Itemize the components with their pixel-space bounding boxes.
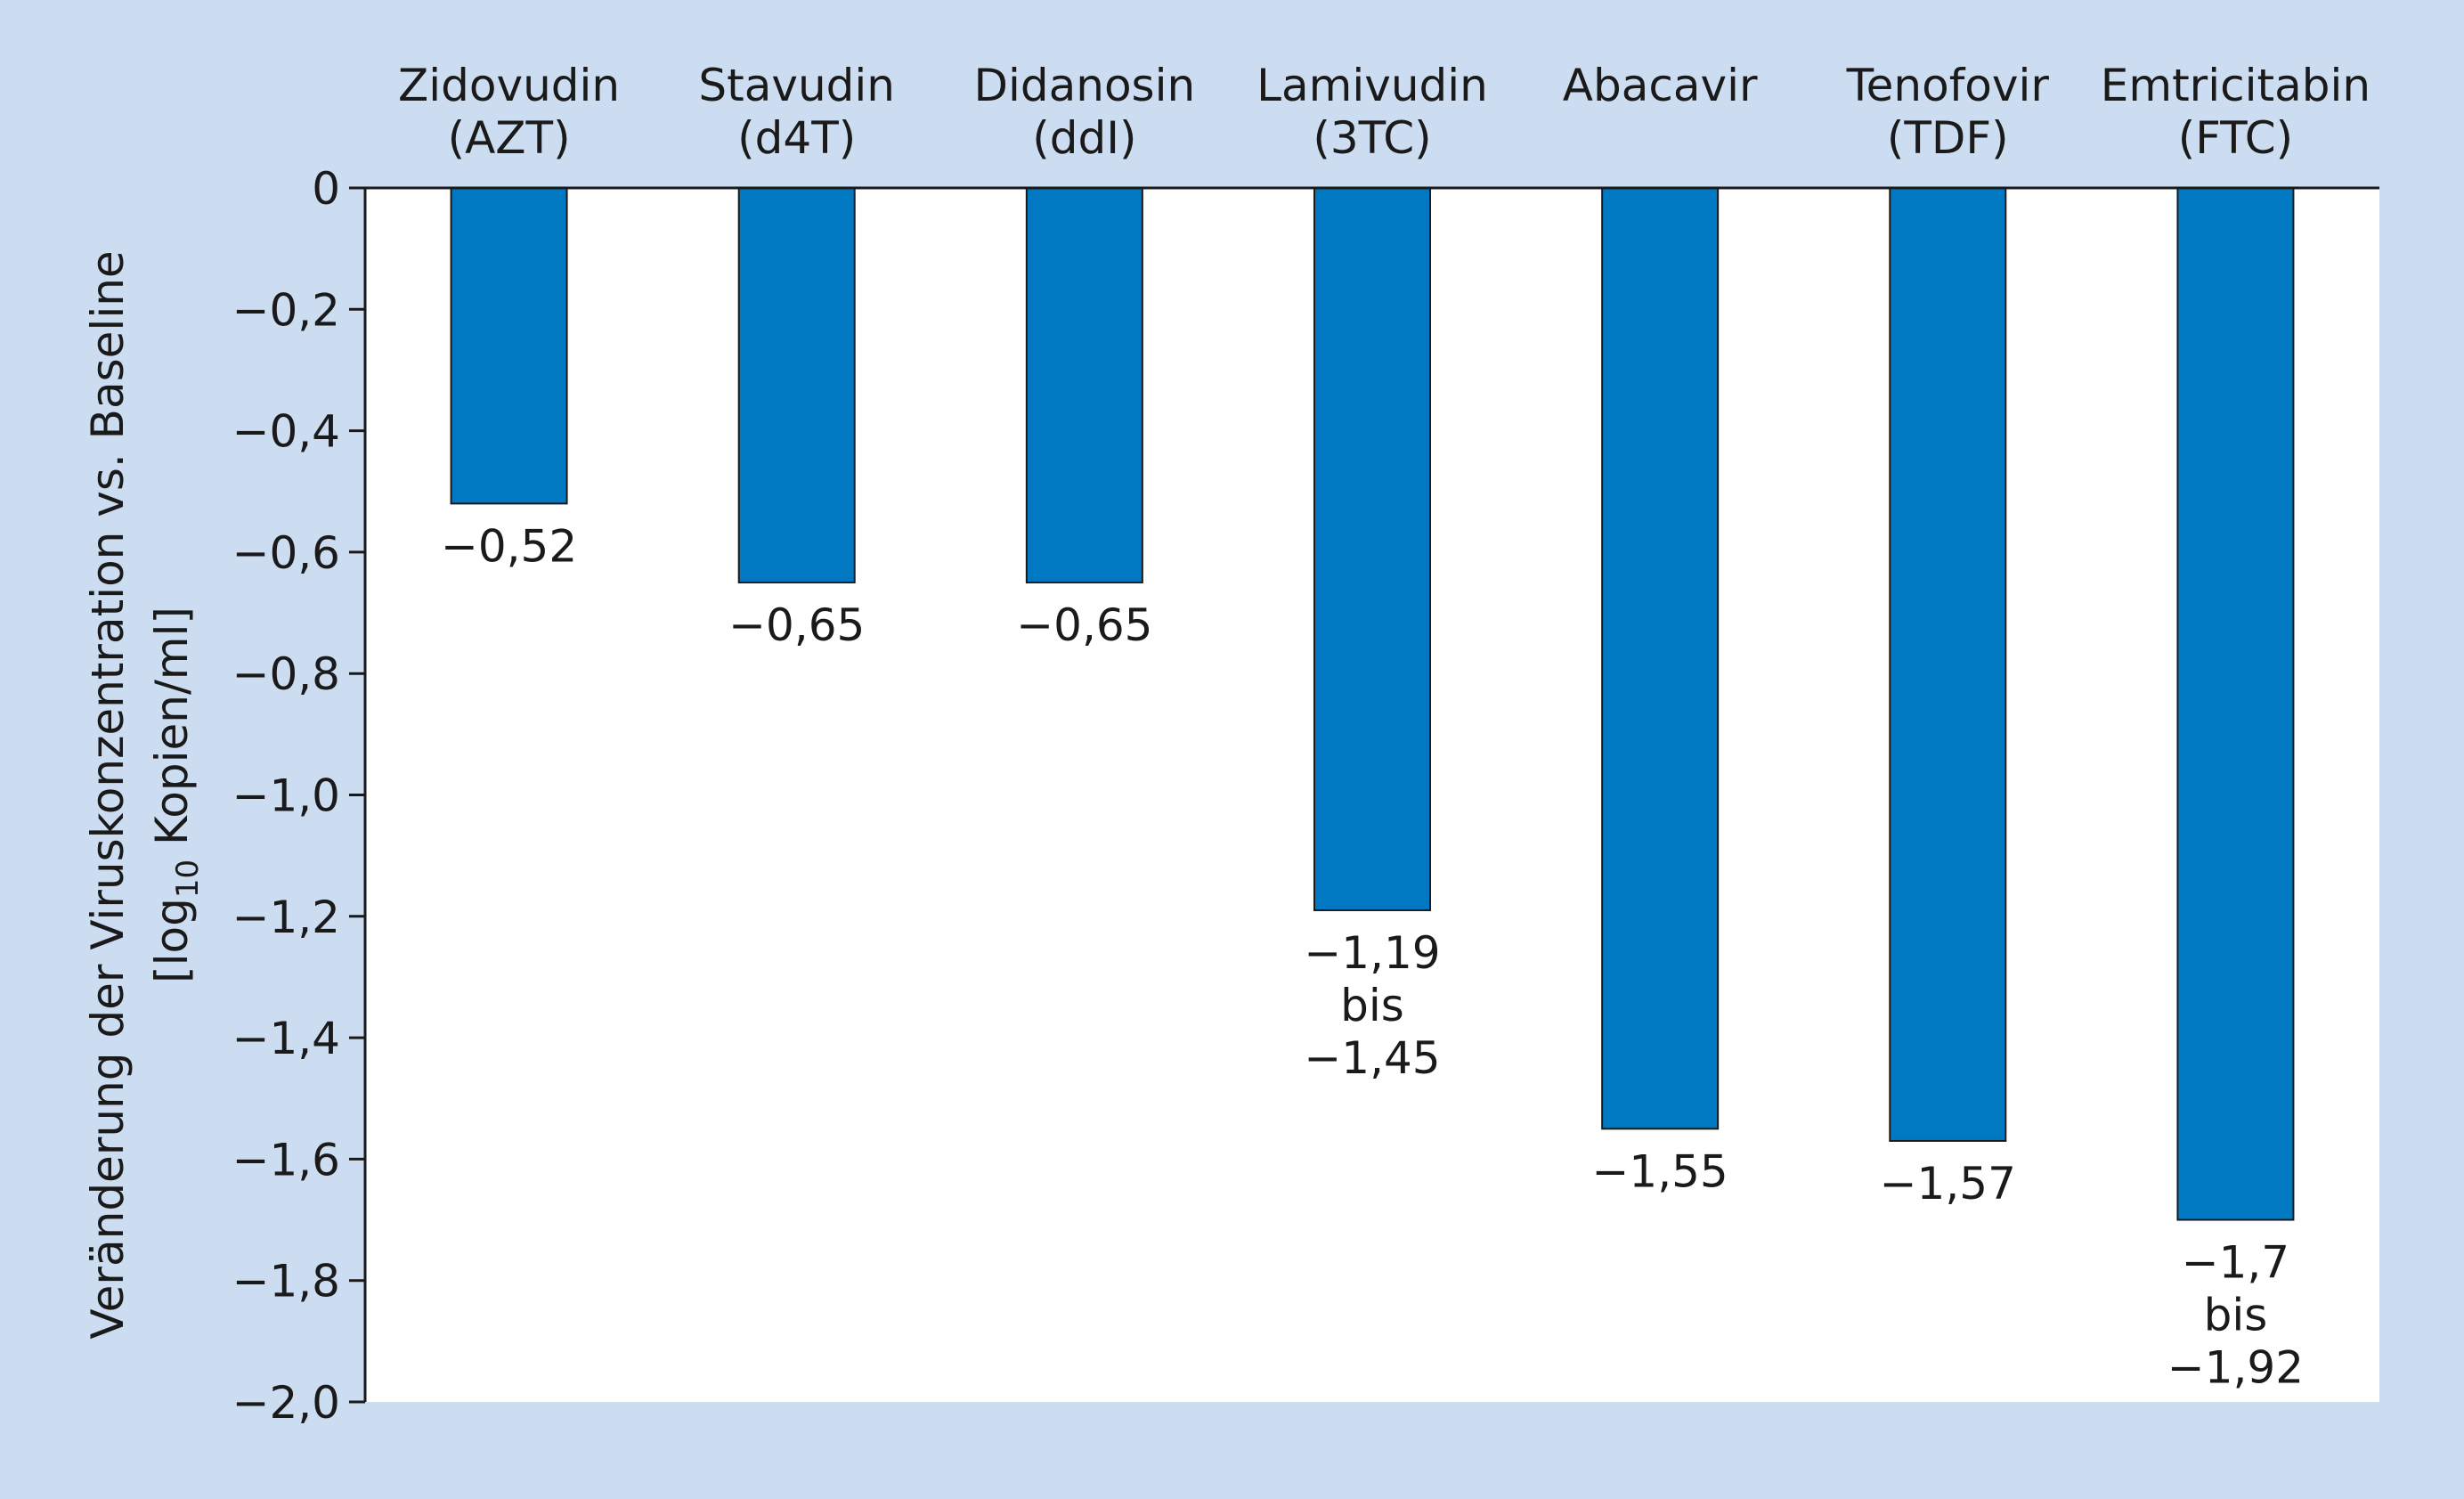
category-label: Emtricitabin [2101, 60, 2370, 111]
y-axis-title: Veränderung der Viruskonzentration vs. B… [82, 250, 206, 1339]
category-label: (FTC) [2178, 112, 2293, 164]
data-label: −0,65 [1016, 599, 1152, 651]
data-label: −1,45 [1304, 1032, 1440, 1084]
category-label: (AZT) [448, 112, 571, 164]
data-label: −1,57 [1880, 1158, 2016, 1210]
data-label: bis [1340, 980, 1404, 1031]
bar [1025, 187, 1143, 583]
y-axis-title-suffix: Kopien/ml] [146, 607, 198, 859]
category-label: Lamivudin [1256, 60, 1488, 111]
data-label: −1,19 [1304, 927, 1440, 979]
y-tick-label: −1,2 [232, 892, 340, 943]
data-label: −1,7 [2182, 1237, 2289, 1289]
category-label: (ddI) [1032, 112, 1136, 164]
data-label: −0,65 [728, 599, 865, 651]
y-tick-label: 0 [312, 163, 340, 215]
y-tick-label: −0,2 [232, 284, 340, 336]
category-label: Didanosin [974, 60, 1196, 111]
y-tick-label: −1,0 [232, 770, 340, 822]
category-label: Abacavir [1563, 60, 1758, 111]
y-axis-title-line1: Veränderung der Viruskonzentration vs. B… [82, 250, 134, 1339]
y-tick-label: −1,4 [232, 1013, 340, 1064]
y-tick-label: −0,8 [232, 648, 340, 700]
category-label: Stavudin [698, 60, 895, 111]
data-label: bis [2204, 1290, 2268, 1341]
data-label: −1,55 [1592, 1145, 1728, 1197]
y-tick-label: −2,0 [232, 1377, 340, 1429]
y-axis-title-line2: [log10 Kopien/ml] [146, 607, 206, 983]
bar [1889, 187, 2007, 1142]
bar [450, 187, 568, 505]
y-axis-title-prefix: [log [146, 898, 198, 983]
category-label: (TDF) [1887, 112, 2009, 164]
bars-group: Zidovudin(AZT) −0,52 Stavudin(d4T) −0,65 Did… [398, 60, 2370, 1394]
category-label: (3TC) [1313, 112, 1431, 164]
data-label: −1,92 [2167, 1342, 2304, 1394]
bar [737, 187, 856, 583]
category-label: (d4T) [737, 112, 856, 164]
y-axis: 0 −0,2 −0,4 −0,6 −0,8 −1,0 −1,2 −1,4 −1,6 −1,8 −2,… [232, 163, 2379, 1429]
bar [1601, 187, 1720, 1130]
category-label: Tenofovir [1846, 60, 2050, 111]
y-axis-title-subscript: 10 [170, 859, 206, 898]
category-label: Zidovudin [398, 60, 620, 111]
y-tick-label: −1,6 [232, 1134, 340, 1185]
bar [1313, 187, 1431, 911]
y-tick-label: −0,4 [232, 406, 340, 458]
bar [2176, 187, 2295, 1221]
y-tick-label: −0,6 [232, 527, 340, 579]
y-tick-label: −1,8 [232, 1256, 340, 1308]
data-label: −0,52 [441, 520, 577, 572]
